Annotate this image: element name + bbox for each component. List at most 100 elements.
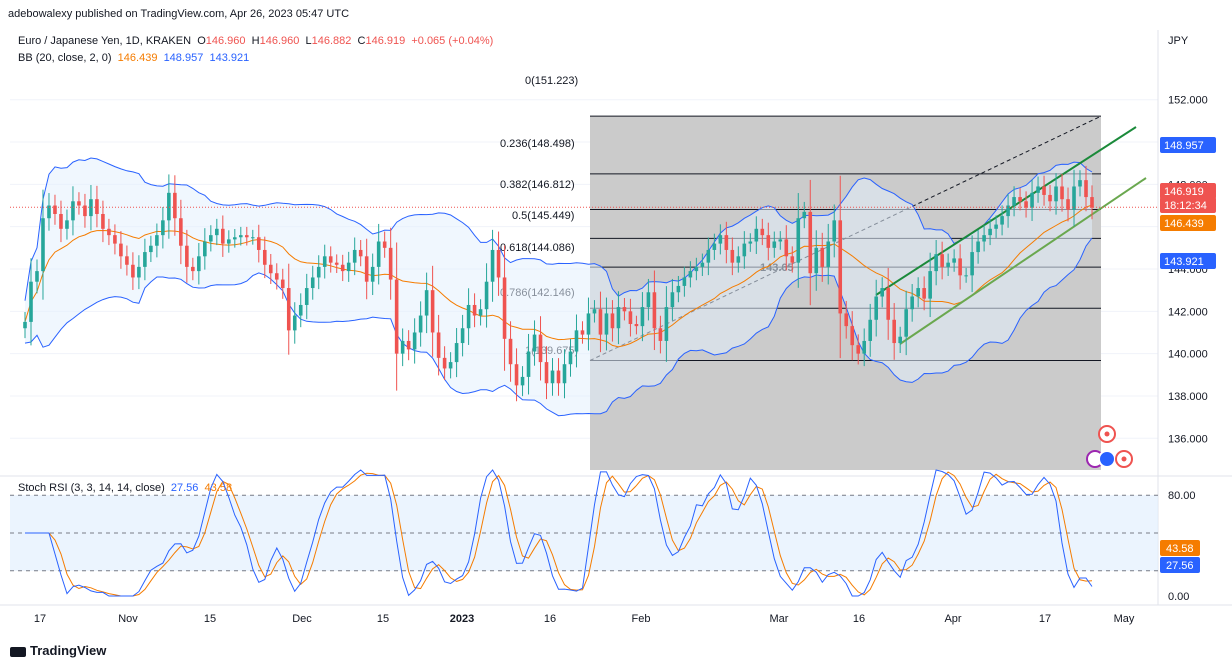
candle-body — [466, 304, 471, 329]
alert-icons — [1086, 425, 1133, 468]
candle-body — [1084, 180, 1088, 198]
time-tick-label: Nov — [118, 613, 138, 625]
candle-body — [976, 241, 980, 253]
candle-body — [760, 228, 765, 236]
candle-body — [1048, 194, 1052, 202]
ohlc-legend: Euro / Japanese Yen, 1D, KRAKEN O146.960… — [18, 35, 493, 47]
candle-body — [238, 235, 243, 238]
candle-body — [538, 334, 543, 363]
candle-body — [233, 237, 237, 240]
candle-body — [250, 237, 255, 239]
candle-body — [167, 192, 171, 221]
high-value: 146.960 — [259, 35, 300, 47]
time-tick-label: 15 — [204, 613, 216, 625]
candle-body — [934, 254, 938, 272]
candle-body — [754, 228, 759, 242]
candle-body — [652, 292, 657, 329]
candle-body — [520, 376, 525, 386]
candle-body — [604, 313, 609, 335]
candle-body — [556, 370, 561, 384]
price-tag — [1160, 253, 1216, 269]
candle-body — [772, 241, 777, 248]
time-axis: 17 Nov 15 Dec 15 2023 16 Feb Mar 16 Apr 17 May — [0, 604, 1232, 625]
bb-label[interactable]: BB (20, close, 2, 0) — [18, 52, 112, 64]
candle-body — [862, 340, 867, 354]
candle-body — [179, 218, 183, 246]
time-tick-label: 16 — [544, 613, 556, 625]
candle-body — [694, 266, 699, 272]
candle-body — [400, 340, 405, 354]
candle-body — [1012, 197, 1016, 206]
candle-body — [173, 192, 177, 219]
stoch-d-line — [25, 471, 1093, 597]
published-by: adebowalexy published on TradingView.com… — [8, 8, 350, 20]
candle-body — [940, 254, 944, 267]
time-tick-label: Mar — [770, 613, 789, 625]
time-tick-label: Apr — [944, 613, 961, 625]
candle-body — [131, 264, 135, 278]
candle-body — [748, 241, 753, 244]
candle-body — [994, 224, 998, 229]
symbol-title[interactable]: Euro / Japanese Yen, 1D, KRAKEN — [18, 35, 192, 47]
candle-body — [874, 296, 879, 320]
candle-body — [472, 304, 477, 316]
candle-body — [796, 218, 801, 263]
candle-body — [640, 307, 645, 327]
candle-body — [83, 205, 87, 217]
price-tag — [1160, 183, 1216, 199]
open-value: 146.960 — [205, 35, 246, 47]
price-tag — [1160, 137, 1216, 153]
time-tick-label: 17 — [1039, 613, 1051, 625]
candle-body — [125, 256, 129, 265]
candle-body — [101, 213, 105, 229]
candle-body — [215, 228, 219, 236]
candle-body — [958, 258, 962, 276]
time-tick-label: Feb — [632, 613, 651, 625]
candle-body — [622, 307, 627, 312]
stoch-tick-label: 0.00 — [1168, 591, 1189, 603]
candle-body — [358, 249, 363, 257]
candle-body — [814, 247, 819, 274]
price-tags: 148.957 146.919 18:12:34 146.439 143.921 — [1160, 137, 1216, 269]
candle-body — [460, 328, 465, 344]
candle-body — [262, 249, 267, 265]
candle-body — [89, 199, 93, 217]
candle-body — [340, 264, 345, 272]
low-label: L — [305, 35, 312, 47]
candle-body — [107, 228, 111, 236]
flag-icon[interactable] — [1098, 450, 1116, 468]
candle-body — [886, 288, 890, 320]
stoch-k-value: 27.56 — [170, 482, 199, 494]
candle-body — [766, 235, 771, 248]
candle-body — [227, 239, 231, 244]
candle-body — [268, 264, 273, 274]
stoch-label[interactable]: Stoch RSI (3, 3, 14, 14, close) — [18, 482, 165, 494]
candle-body — [718, 235, 723, 244]
candle-body — [988, 228, 992, 236]
currency-label: JPY — [1168, 35, 1189, 47]
fib-level-label: 0.5(145.449) — [512, 210, 574, 222]
bb-lower-value: 143.921 — [209, 52, 250, 64]
candle-body — [610, 313, 615, 329]
candle-body — [880, 288, 884, 297]
fib-level-label: 0.382(146.812) — [500, 179, 575, 191]
candle-body — [736, 256, 741, 263]
candle-body — [778, 239, 783, 242]
candle-body — [658, 328, 663, 341]
candle-body — [946, 262, 950, 267]
candle-body — [742, 243, 747, 257]
candle-body — [952, 258, 956, 263]
bollinger-bands — [24, 157, 1093, 417]
candle-body — [244, 235, 249, 238]
bb-fill — [25, 158, 1092, 416]
candle-body — [1024, 201, 1028, 208]
fib-level-label: 0.236(148.498) — [500, 138, 575, 150]
footer-brand[interactable]: TradingView — [10, 643, 106, 658]
candle-body — [706, 249, 711, 263]
price-tick-label: 138.000 — [1168, 391, 1208, 403]
candle-body — [370, 266, 375, 282]
stoch-d-value: 43.58 — [204, 482, 233, 494]
candle-body — [850, 326, 855, 346]
bb-basis-value: 146.439 — [117, 52, 158, 64]
